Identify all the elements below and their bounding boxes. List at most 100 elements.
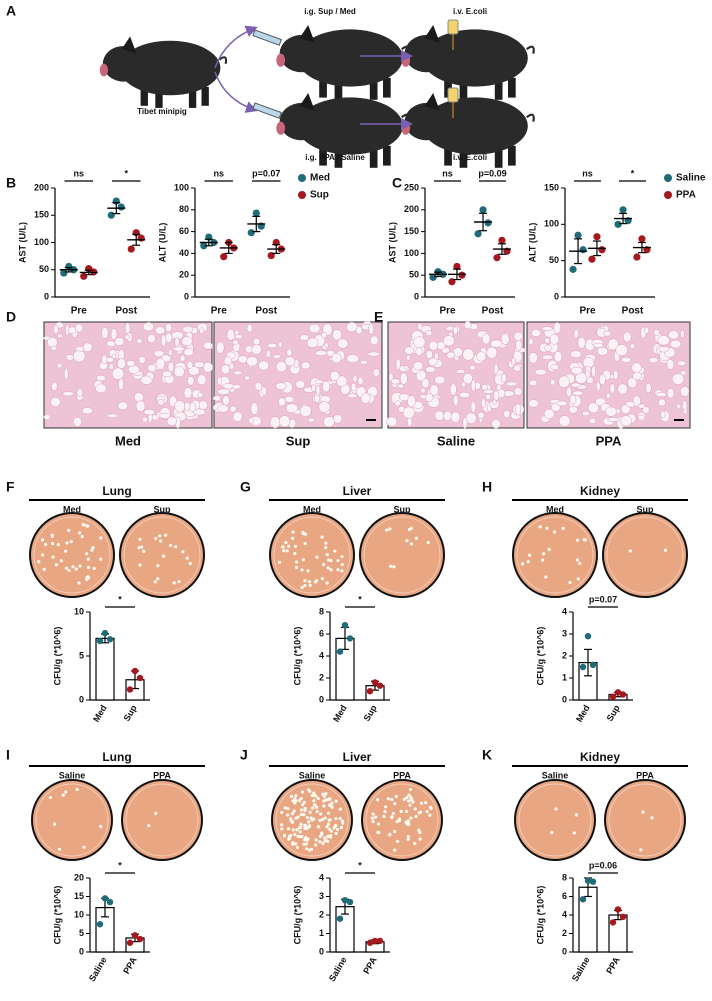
colony [303, 806, 307, 811]
colony [326, 566, 330, 570]
colony [376, 798, 380, 802]
plate-title: Kidney [580, 484, 620, 498]
colony [424, 801, 428, 805]
alveolus [51, 381, 58, 391]
alveolus [481, 383, 489, 391]
alveolus [631, 362, 642, 374]
alveolus [160, 334, 167, 347]
colony [650, 816, 654, 820]
alveolus [372, 368, 380, 378]
colony [406, 835, 410, 839]
colony [299, 812, 303, 817]
colony [71, 565, 75, 569]
colony [538, 525, 542, 529]
pig-leg [319, 77, 327, 98]
colony [286, 827, 291, 831]
colony [80, 534, 84, 539]
colony [568, 580, 572, 585]
colony [338, 807, 342, 811]
alveolus [577, 336, 586, 349]
colony [298, 826, 302, 830]
y-tick-label: 250 [404, 182, 419, 192]
legend-marker [298, 191, 306, 199]
alveolus [424, 393, 434, 403]
colony [306, 569, 310, 573]
pig-leg [369, 80, 378, 100]
alveolus [284, 356, 296, 367]
x-tick-label: Pre [211, 306, 228, 317]
pig-leg [319, 145, 327, 166]
colony [320, 535, 324, 539]
colony [318, 834, 322, 838]
alveolus [462, 417, 468, 429]
data-point [569, 265, 577, 273]
alveolus [417, 322, 423, 331]
colony [388, 527, 392, 531]
colony [334, 799, 338, 803]
data-point [136, 674, 144, 682]
alveolus [352, 375, 358, 383]
plate-label: Med [63, 504, 81, 514]
y-tick-label: 0 [319, 946, 324, 956]
alveolus [607, 417, 620, 422]
colony [78, 564, 82, 568]
alveolus [300, 361, 311, 370]
y-tick-label: 60 [179, 226, 189, 236]
colony [188, 561, 192, 566]
alveolus [627, 377, 638, 389]
alveolus [336, 375, 348, 387]
schematic-label: i.v. E.coli [453, 153, 487, 162]
data-point [96, 921, 104, 928]
data-point [614, 906, 622, 913]
colony [300, 834, 304, 839]
schematic-label: i.g. PPA / Saline [305, 153, 365, 162]
colony [147, 824, 151, 828]
alveolus [503, 410, 511, 418]
pig-head [102, 45, 145, 82]
alveolus [275, 382, 287, 390]
y-tick-label: 2 [319, 672, 324, 682]
colony [159, 539, 163, 543]
data-point [371, 679, 379, 686]
alveolus [126, 360, 136, 367]
alveolus [591, 365, 596, 378]
alveolus [428, 340, 439, 351]
pig-body [119, 40, 221, 96]
colony [393, 829, 397, 834]
alveolus [570, 366, 583, 375]
alveolus [649, 357, 659, 364]
pig-illustration [276, 93, 410, 168]
colony [582, 537, 586, 542]
colony [69, 540, 73, 544]
colony [295, 845, 299, 850]
alveolus [222, 395, 230, 406]
colony [293, 544, 298, 548]
alveolus [544, 344, 552, 352]
colony [322, 804, 326, 808]
colony [329, 829, 334, 833]
pig-ear [424, 25, 440, 43]
colony [67, 568, 71, 573]
colony [544, 575, 548, 579]
alveolus [217, 388, 230, 395]
colony [285, 549, 289, 553]
panel-label: B [6, 175, 16, 191]
y-tick-label: 1 [319, 928, 324, 938]
agar-plate [29, 512, 115, 598]
alveolus [147, 334, 156, 344]
colony [341, 821, 345, 825]
alveolus [613, 370, 619, 380]
alveolus [658, 398, 666, 407]
colony [294, 794, 298, 798]
colony [542, 552, 546, 556]
colony [289, 794, 293, 798]
colony [386, 797, 390, 801]
alveolus [534, 368, 547, 376]
alveolus [140, 375, 153, 385]
data-point [117, 203, 125, 211]
plate-rim [363, 516, 441, 594]
pig-leg [334, 148, 343, 168]
x-tick-label: Pre [71, 306, 88, 317]
colony [305, 847, 309, 851]
pig-snout [99, 63, 109, 77]
